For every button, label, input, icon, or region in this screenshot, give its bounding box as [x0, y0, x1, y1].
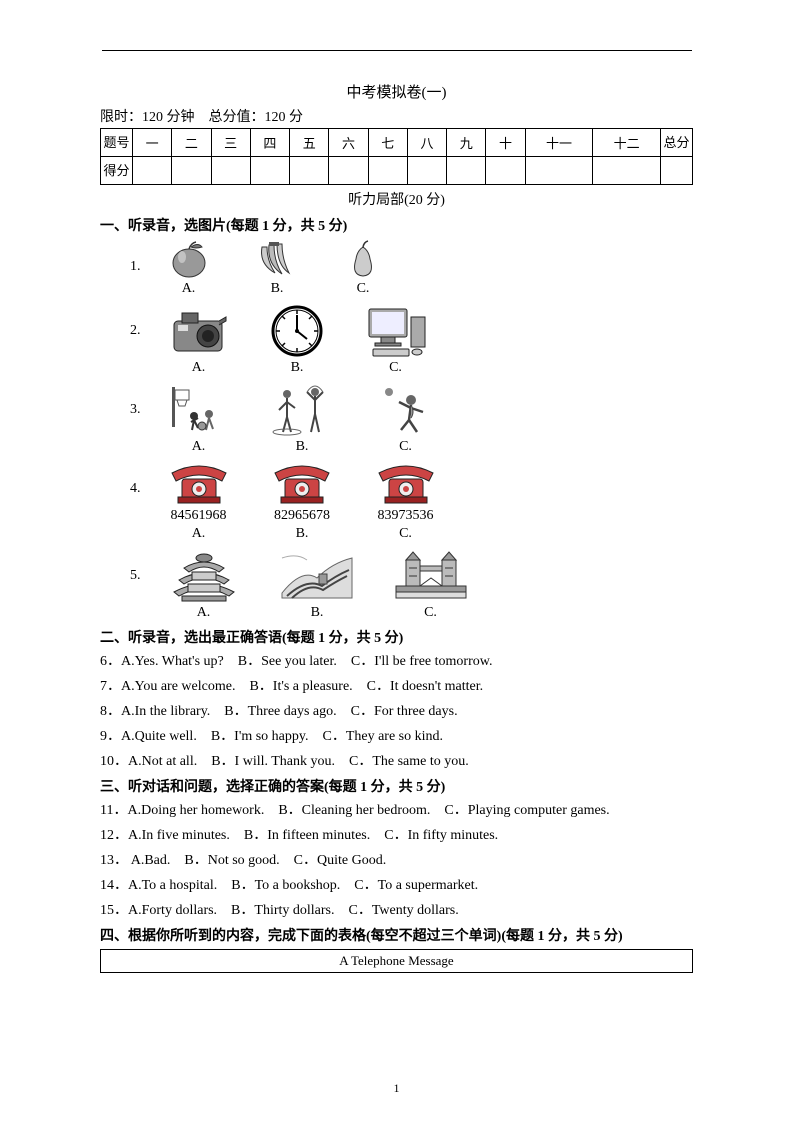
- camera-icon: [164, 303, 234, 358]
- cell: [661, 157, 693, 185]
- option-label: C.: [391, 605, 471, 621]
- score-value-row: 得分: [101, 157, 693, 185]
- option-label: C.: [371, 526, 441, 542]
- great-wall-icon: [277, 548, 357, 603]
- option-label: A.: [164, 526, 234, 542]
- col: 五: [290, 129, 329, 157]
- score-table: 题号 一 二 三 四 五 六 七 八 九 十 十一 十二 总分 得分: [100, 128, 693, 185]
- phone-number: 83973536: [371, 508, 441, 524]
- col: 二: [172, 129, 211, 157]
- jumprope-icon: [267, 382, 337, 437]
- basketball-icon: [164, 382, 234, 437]
- option-label: B.: [277, 605, 357, 621]
- option-label: B.: [267, 526, 337, 542]
- col-total: 总分: [661, 129, 693, 157]
- option-label: B.: [247, 281, 307, 297]
- col: 一: [133, 129, 172, 157]
- picture-section: 1. A.: [100, 239, 693, 621]
- section4-heading: 四、根据你所听到的内容，完成下面的表格(每空不超过三个单词)(每题 1 分，共 …: [100, 925, 693, 945]
- col: 六: [329, 129, 368, 157]
- q-num: 5.: [130, 548, 160, 584]
- telephone-icon: [371, 461, 441, 506]
- q13: 13． A.Bad. B．Not so good. C．Quite Good.: [100, 850, 693, 871]
- pear-icon: [341, 239, 386, 279]
- message-table: A Telephone Message: [100, 949, 693, 973]
- cell: [368, 157, 407, 185]
- playing-ball-icon: [371, 382, 441, 437]
- col: 三: [211, 129, 250, 157]
- option-label: C.: [341, 281, 386, 297]
- cell: [172, 157, 211, 185]
- option-label: B.: [267, 439, 337, 455]
- section1-heading: 一、听录音，选图片(每题 1 分，共 5 分): [100, 215, 693, 235]
- computer-icon: [361, 303, 431, 358]
- pic-row-1: 1. A.: [130, 239, 693, 297]
- row-label: 得分: [101, 157, 133, 185]
- section3-heading: 三、听对话和问题，选择正确的答案(每题 1 分，共 5 分): [100, 776, 693, 796]
- cell: [593, 157, 661, 185]
- q-num: 3.: [130, 382, 160, 418]
- section2-heading: 二、听录音，选出最正确答语(每题 1 分，共 5 分): [100, 627, 693, 647]
- cell: [329, 157, 368, 185]
- score-header-row: 题号 一 二 三 四 五 六 七 八 九 十 十一 十二 总分: [101, 129, 693, 157]
- option-label: A.: [164, 605, 244, 621]
- cell: [250, 157, 289, 185]
- col: 十: [486, 129, 525, 157]
- clock-icon: [267, 303, 327, 358]
- cell: [486, 157, 525, 185]
- col: 七: [368, 129, 407, 157]
- cell: [407, 157, 446, 185]
- q9: 9．A.Quite well. B．I'm so happy. C．They a…: [100, 726, 693, 747]
- q11: 11．A.Doing her homework. B．Cleaning her …: [100, 800, 693, 821]
- q-num: 2.: [130, 303, 160, 339]
- phone-number: 84561968: [164, 508, 234, 524]
- phone-number: 82965678: [267, 508, 337, 524]
- telephone-icon: [267, 461, 337, 506]
- col: 十二: [593, 129, 661, 157]
- q12: 12．A.In five minutes. B．In fifteen minut…: [100, 825, 693, 846]
- header-rule: [102, 50, 692, 51]
- q8: 8．A.In the library. B．Three days ago. C．…: [100, 701, 693, 722]
- q10: 10．A.Not at all. B．I will. Thank you. C．…: [100, 751, 693, 772]
- pic-row-5: 5. A.: [130, 548, 693, 621]
- option-label: A.: [164, 439, 234, 455]
- row-label: 题号: [101, 129, 133, 157]
- cell: [525, 157, 593, 185]
- option-label: C.: [361, 360, 431, 376]
- cell: [290, 157, 329, 185]
- banana-icon: [247, 239, 307, 279]
- col: 八: [407, 129, 446, 157]
- apple-icon: [164, 239, 214, 279]
- pic-row-4: 4. 84561968 A.: [130, 461, 693, 542]
- listening-header: 听力局部(20 分): [100, 189, 693, 209]
- option-label: C.: [371, 439, 441, 455]
- telephone-icon: [164, 461, 234, 506]
- option-label: A.: [164, 281, 214, 297]
- q-num: 4.: [130, 461, 160, 497]
- exam-title: 中考模拟卷(一): [100, 81, 693, 102]
- option-label: B.: [267, 360, 327, 376]
- col: 九: [447, 129, 486, 157]
- exam-subtitle: 限时：120 分钟 总分值：120 分: [100, 106, 693, 126]
- q14: 14．A.To a hospital. B．To a bookshop. C．T…: [100, 875, 693, 896]
- q-num: 1.: [130, 239, 160, 275]
- tower-bridge-icon: [391, 548, 471, 603]
- q6: 6．A.Yes. What's up? B．See you later. C．I…: [100, 651, 693, 672]
- cell: [447, 157, 486, 185]
- option-label: A.: [164, 360, 234, 376]
- cell: [211, 157, 250, 185]
- pic-row-2: 2. A.: [130, 303, 693, 376]
- page-number: 1: [0, 1081, 793, 1096]
- temple-icon: [164, 548, 244, 603]
- cell: [133, 157, 172, 185]
- q15: 15．A.Forty dollars. B．Thirty dollars. C．…: [100, 900, 693, 921]
- col: 十一: [525, 129, 593, 157]
- message-table-title: A Telephone Message: [101, 950, 693, 973]
- col: 四: [250, 129, 289, 157]
- q7: 7．A.You are welcome. B．It's a pleasure. …: [100, 676, 693, 697]
- pic-row-3: 3.: [130, 382, 693, 455]
